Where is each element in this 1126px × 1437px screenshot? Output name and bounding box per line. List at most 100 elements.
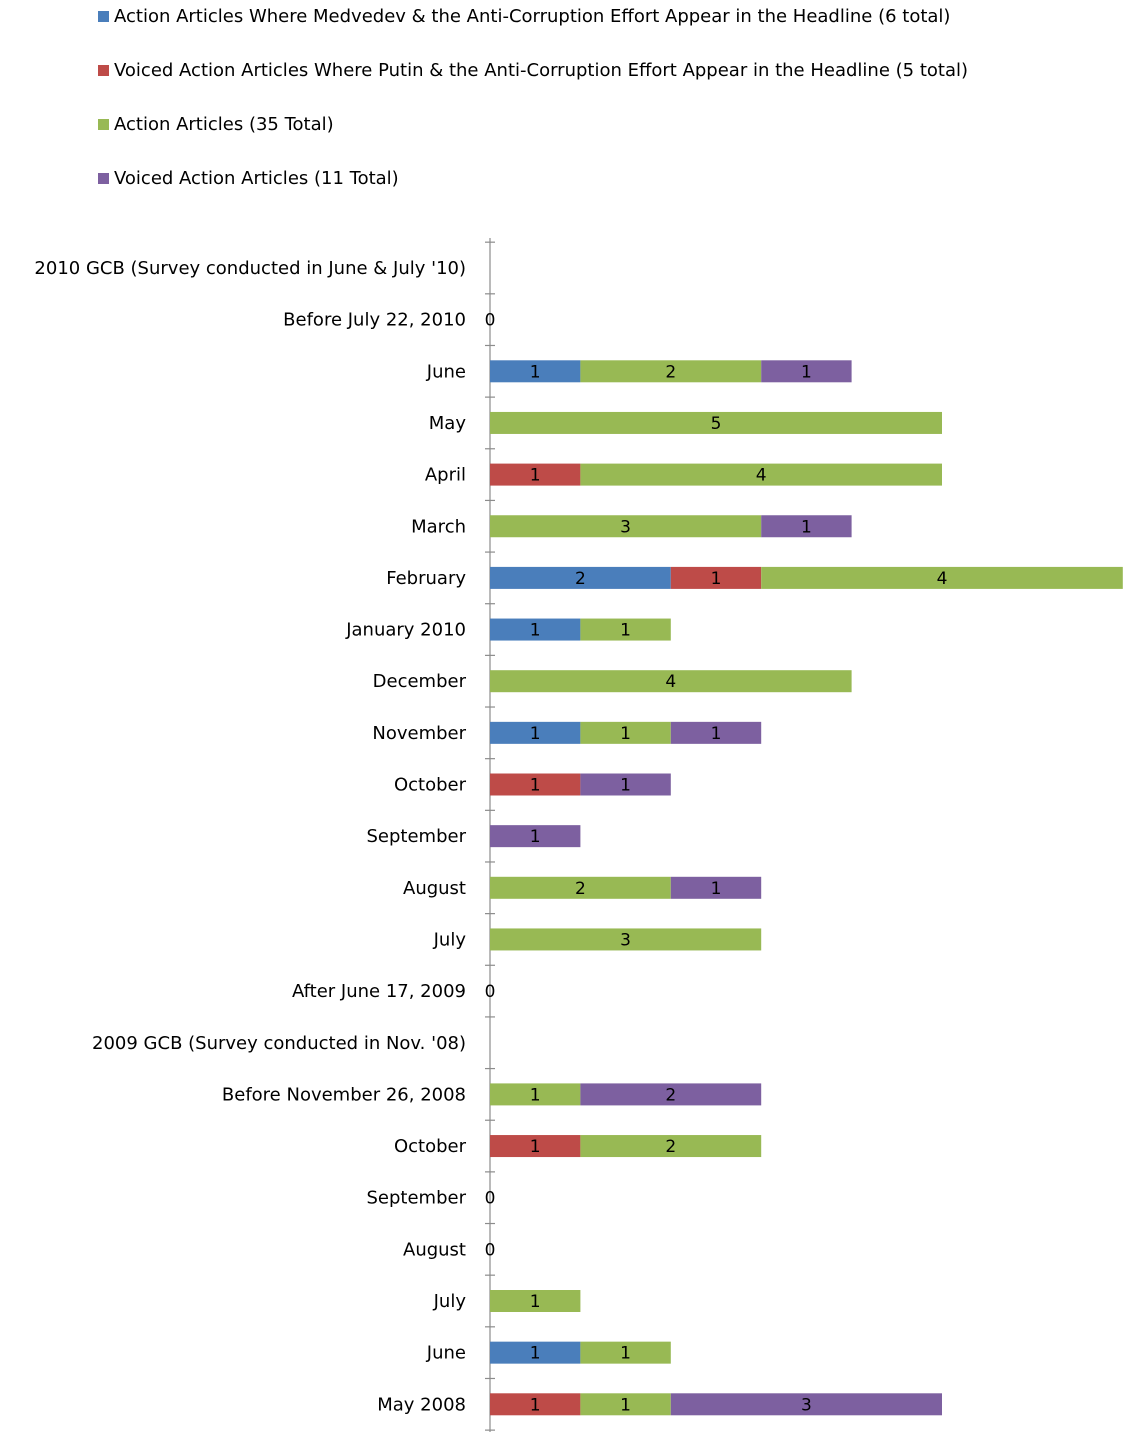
bar-segment: [490, 618, 581, 641]
data-label: 1: [530, 827, 541, 847]
bar-segment: [490, 876, 671, 899]
category-label: July: [433, 929, 467, 950]
bar-segment: [580, 1083, 762, 1106]
data-label: 1: [711, 569, 722, 589]
legend-item-2: Voiced Action Articles Where Putin & the…: [98, 60, 1014, 81]
data-label: 1: [530, 1137, 541, 1157]
category-label: May: [429, 413, 467, 434]
category-label: August: [403, 1239, 466, 1260]
bar-segment: [761, 566, 1123, 589]
data-label: 2: [665, 1137, 676, 1157]
bar-segment: [580, 1135, 762, 1158]
bar-segment: [490, 773, 581, 796]
data-label: 3: [801, 1395, 812, 1415]
category-label: June: [426, 361, 466, 382]
category-label: August: [403, 878, 466, 899]
bar-segment: [490, 1341, 581, 1364]
data-label: 5: [711, 414, 722, 434]
data-label: 1: [711, 879, 722, 899]
bar-segment: [580, 721, 671, 744]
category-label: Before July 22, 2010: [283, 310, 466, 331]
data-label: 2: [575, 879, 586, 899]
data-label: 1: [530, 621, 541, 641]
data-label: 1: [530, 776, 541, 796]
data-label: 1: [530, 362, 541, 382]
bar-segment: [580, 1393, 671, 1416]
legend-swatch-1: [98, 11, 109, 22]
data-label: 2: [665, 1085, 676, 1105]
legend-label-1: Action Articles Where Medvedev & the Ant…: [114, 6, 951, 27]
data-label: 4: [937, 569, 948, 589]
data-label: 1: [530, 724, 541, 744]
category-label: January 2010: [345, 620, 466, 641]
data-label: 1: [530, 1344, 541, 1364]
category-label: November: [372, 723, 466, 744]
category-label: October: [394, 1136, 467, 1157]
legend-label-4: Voiced Action Articles (11 Total): [114, 168, 399, 189]
category-label: April: [425, 465, 466, 486]
bar-segment: [490, 411, 942, 434]
zero-data-label: 0: [485, 1189, 496, 1209]
data-label: 1: [530, 1085, 541, 1105]
data-label: 1: [620, 1395, 631, 1415]
category-label: May 2008: [377, 1394, 466, 1415]
legend-item-4: Voiced Action Articles (11 Total): [98, 168, 1014, 189]
data-label: 1: [801, 517, 812, 537]
bar-segment: [490, 1393, 581, 1416]
bar-segment: [490, 1135, 581, 1158]
data-label: 1: [530, 1395, 541, 1415]
data-label: 2: [665, 362, 676, 382]
bar-segment: [490, 670, 852, 693]
data-label: 1: [620, 724, 631, 744]
bar-segment: [670, 1393, 942, 1416]
category-label: September: [367, 826, 467, 847]
zero-data-label: 0: [485, 982, 496, 1002]
data-label: 1: [711, 724, 722, 744]
legend-swatch-4: [98, 173, 109, 184]
category-label: February: [386, 568, 466, 589]
data-label: 1: [530, 1292, 541, 1312]
data-label: 4: [756, 466, 767, 486]
legend-item-3: Action Articles (35 Total): [98, 114, 1014, 135]
category-label: After June 17, 2009: [292, 981, 466, 1002]
bar-segment: [670, 566, 762, 589]
legend-swatch-3: [98, 119, 109, 130]
data-label: 1: [530, 466, 541, 486]
data-label: 2: [575, 569, 586, 589]
category-label: March: [411, 516, 466, 537]
category-label: December: [373, 671, 467, 692]
bar-segment: [580, 1341, 671, 1364]
zero-data-label: 0: [485, 1240, 496, 1260]
category-label: Before November 26, 2008: [222, 1084, 466, 1105]
bar-segment: [490, 1290, 581, 1312]
category-label: September: [367, 1188, 467, 1209]
legend-item-1: Action Articles Where Medvedev & the Ant…: [98, 6, 1014, 27]
legend-label-2: Voiced Action Articles Where Putin & the…: [114, 60, 968, 81]
bar-segment: [490, 825, 581, 848]
category-label: October: [394, 775, 467, 796]
bar-segment: [580, 360, 762, 383]
data-label: 1: [620, 621, 631, 641]
bar-segment: [580, 463, 942, 486]
category-label: 2010 GCB (Survey conducted in June & Jul…: [34, 258, 466, 279]
bar-segment: [580, 773, 671, 796]
bar-segment: [670, 876, 762, 899]
bar-segment: [580, 618, 671, 641]
data-label: 1: [801, 362, 812, 382]
category-label: 2009 GCB (Survey conducted in Nov. '08): [92, 1033, 466, 1054]
bar-segment: [490, 360, 581, 383]
legend-swatch-2: [98, 65, 109, 76]
data-label: 1: [620, 776, 631, 796]
category-label: June: [426, 1343, 466, 1364]
bar-segment: [490, 721, 581, 744]
legend-label-3: Action Articles (35 Total): [114, 114, 334, 135]
bar-segment: [490, 1083, 581, 1106]
category-label: July: [433, 1291, 467, 1312]
data-label: 1: [620, 1344, 631, 1364]
bar-segment: [490, 928, 762, 951]
bar-segment: [761, 515, 852, 538]
data-label: 3: [620, 930, 631, 950]
bar-segment: [670, 721, 762, 744]
bar-segment: [490, 463, 581, 486]
